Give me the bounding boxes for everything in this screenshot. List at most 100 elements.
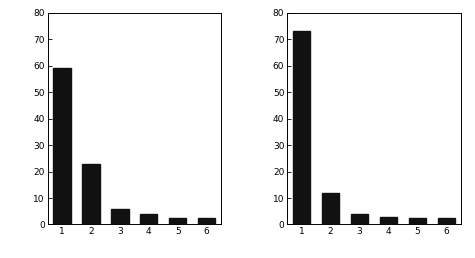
Point [118, 214, 126, 218]
Point [287, 41, 294, 45]
Point [454, 71, 461, 75]
Point [404, 41, 411, 45]
Point [393, 106, 401, 110]
Point [340, 218, 348, 222]
Point [443, 37, 450, 41]
Point [200, 19, 207, 23]
Point [207, 222, 214, 227]
Point [86, 71, 94, 75]
Point [358, 28, 365, 32]
Point [457, 162, 465, 166]
Point [146, 205, 154, 209]
Point [301, 218, 309, 222]
Point [65, 188, 73, 192]
Point [347, 54, 355, 58]
Point [47, 209, 55, 214]
Point [192, 41, 200, 45]
Point [375, 110, 383, 114]
Point [107, 11, 115, 15]
Point [411, 149, 418, 153]
Point [297, 76, 305, 80]
Point [315, 28, 323, 32]
Point [157, 209, 165, 214]
Point [375, 192, 383, 196]
Point [139, 33, 147, 37]
Point [185, 209, 193, 214]
Point [104, 145, 112, 149]
Point [97, 149, 104, 153]
Point [164, 201, 172, 205]
Point [351, 54, 358, 58]
Point [411, 24, 418, 28]
Point [375, 106, 383, 110]
Point [51, 24, 58, 28]
Point [47, 166, 55, 170]
Point [207, 218, 214, 222]
Point [400, 132, 408, 136]
Point [290, 136, 298, 140]
Point [397, 119, 404, 123]
Point [315, 188, 323, 192]
Point [146, 76, 154, 80]
Point [365, 54, 372, 58]
Point [308, 132, 316, 136]
Point [340, 166, 348, 170]
Point [146, 41, 154, 45]
Point [157, 50, 165, 54]
Point [146, 63, 154, 67]
Point [301, 171, 309, 175]
Point [189, 50, 197, 54]
Point [79, 115, 87, 119]
Point [129, 101, 136, 106]
Point [104, 58, 112, 62]
Point [323, 110, 330, 114]
Point [164, 192, 172, 196]
Point [418, 127, 426, 132]
Point [454, 136, 461, 140]
Point [397, 136, 404, 140]
Point [93, 28, 101, 32]
Point [397, 132, 404, 136]
Point [139, 19, 147, 23]
Point [372, 76, 380, 80]
Point [129, 67, 136, 71]
Point [312, 209, 319, 214]
Point [185, 222, 193, 227]
Point [283, 140, 291, 144]
Point [200, 205, 207, 209]
Point [432, 33, 440, 37]
Point [301, 84, 309, 88]
Point [354, 175, 362, 179]
Point [54, 93, 62, 97]
Point [192, 209, 200, 214]
Point [58, 179, 66, 183]
Point [333, 140, 341, 144]
Point [390, 88, 397, 93]
Point [351, 119, 358, 123]
Point [340, 101, 348, 106]
Point [361, 28, 369, 32]
Point [83, 158, 90, 162]
Point [182, 76, 190, 80]
Point [157, 175, 165, 179]
Point [129, 19, 136, 23]
Point [196, 84, 204, 88]
Point [214, 218, 221, 222]
Point [368, 80, 376, 84]
Point [340, 123, 348, 127]
Point [114, 110, 122, 114]
Point [207, 197, 214, 201]
Point [287, 50, 294, 54]
Point [411, 88, 418, 93]
Point [336, 28, 344, 32]
Point [443, 76, 450, 80]
Point [182, 50, 190, 54]
Point [404, 166, 411, 170]
Point [68, 140, 76, 144]
Point [104, 205, 112, 209]
Point [58, 209, 66, 214]
Point [182, 175, 190, 179]
Point [136, 175, 143, 179]
Point [104, 101, 112, 106]
Point [333, 101, 341, 106]
